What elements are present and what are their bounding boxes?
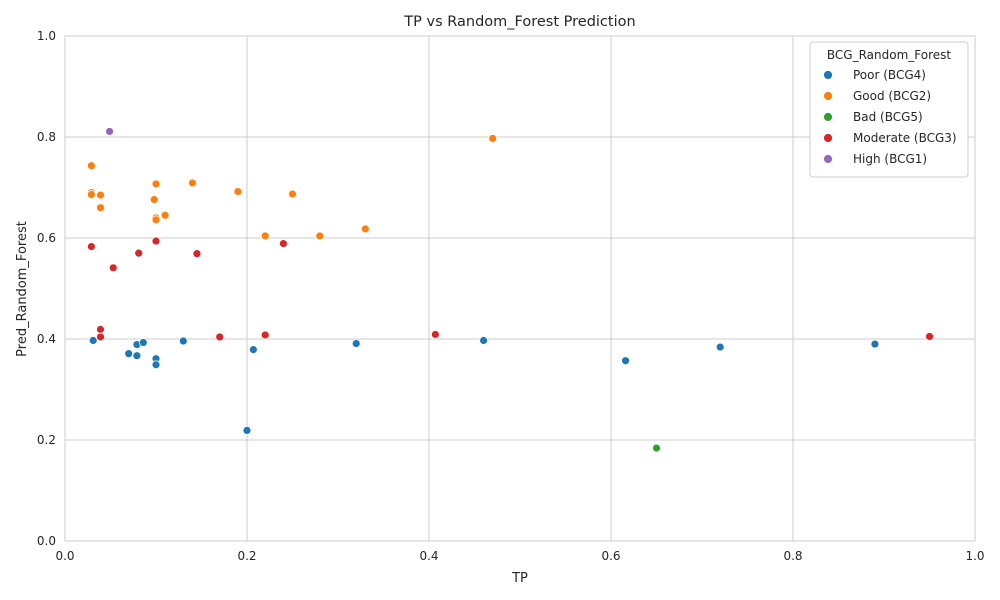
legend-entry: Bad (BCG5) [853, 110, 923, 124]
data-point [96, 325, 105, 334]
x-tick-label: 0.4 [419, 549, 438, 563]
x-axis-label: TP [511, 571, 528, 586]
data-point [260, 231, 270, 241]
data-point [86, 242, 96, 251]
y-tick-label: 0.6 [37, 231, 56, 245]
data-point [192, 249, 202, 259]
data-point [151, 215, 161, 225]
legend: BCG_Random_Forest Poor (BCG4) Good (BCG2)… [809, 41, 969, 178]
data-point [315, 231, 325, 241]
axis-ticks: 0.0 0.2 0.4 0.6 0.8 1.0 0.0 0.2 0.4 0.6 0.8 1.0 [37, 29, 985, 563]
y-tick-label: 1.0 [37, 29, 56, 43]
data-point [134, 248, 144, 258]
y-axis-label: Pred_Random_Forest [15, 221, 30, 357]
legend-marker [823, 112, 833, 122]
data-point [151, 360, 161, 370]
series-group [88, 336, 880, 435]
x-tick-label: 0.2 [237, 549, 256, 563]
data-point [870, 339, 880, 349]
data-point [160, 210, 170, 220]
legend-title: BCG_Random_Forest [827, 48, 952, 62]
data-point [108, 263, 118, 273]
data-point [925, 332, 934, 341]
data-point [96, 332, 105, 342]
data-point [124, 349, 134, 359]
series-group [652, 443, 661, 453]
data-point [260, 330, 270, 340]
y-tick-label: 0.4 [37, 332, 56, 346]
x-tick-label: 0.6 [601, 549, 620, 563]
data-point [149, 195, 159, 205]
series-group [86, 236, 934, 342]
series-group [86, 134, 498, 241]
data-point [86, 190, 96, 199]
data-point [86, 161, 96, 171]
x-tick-label: 1.0 [965, 549, 984, 563]
data-point [278, 239, 288, 248]
data-points [86, 127, 934, 453]
data-point [88, 336, 98, 345]
data-point [96, 190, 105, 200]
data-point [360, 224, 370, 234]
data-point [96, 203, 105, 213]
data-point [715, 342, 725, 352]
legend-entry: Moderate (BCG3) [853, 131, 957, 145]
legend-box [809, 41, 969, 178]
y-tick-label: 0.2 [37, 433, 56, 447]
data-point [151, 179, 161, 189]
data-point [430, 330, 440, 339]
plot-area [64, 35, 976, 542]
y-tick-label: 0.0 [37, 534, 56, 548]
data-point [233, 187, 243, 196]
legend-marker [823, 70, 833, 80]
data-point [288, 189, 297, 199]
data-point [248, 345, 258, 355]
legend-entry: Poor (BCG4) [853, 68, 926, 82]
legend-entry: Good (BCG2) [853, 89, 931, 103]
x-tick-label: 0.8 [783, 549, 802, 563]
data-point [479, 336, 489, 345]
legend-marker [823, 154, 833, 164]
data-point [351, 339, 361, 348]
legend-entry: High (BCG1) [853, 152, 927, 166]
legend-marker [823, 133, 833, 143]
data-point [652, 443, 661, 453]
data-point [187, 178, 197, 188]
data-point [105, 127, 114, 136]
data-point [488, 134, 498, 143]
data-point [621, 356, 630, 366]
y-tick-label: 0.8 [37, 130, 56, 144]
chart-title: TP vs Random_Forest Prediction [403, 14, 635, 30]
x-tick-label: 0.0 [55, 549, 74, 563]
data-point [215, 332, 225, 342]
data-point [178, 336, 188, 346]
data-point [151, 236, 161, 246]
data-point [138, 338, 148, 347]
legend-marker [823, 91, 833, 101]
series-group [105, 127, 114, 136]
data-point [242, 426, 252, 435]
data-point [132, 351, 142, 361]
